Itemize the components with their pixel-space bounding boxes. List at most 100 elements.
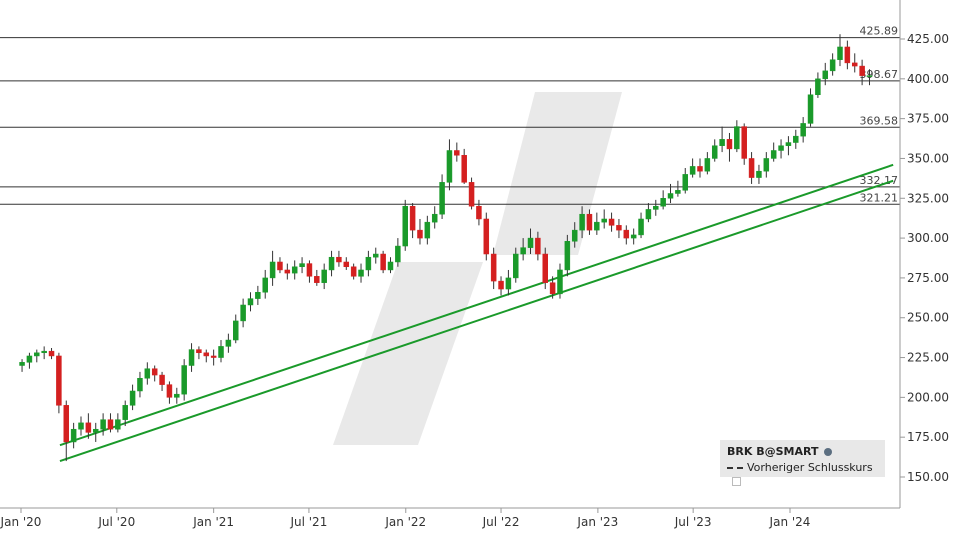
candle-down bbox=[608, 218, 615, 226]
candle-up bbox=[321, 269, 327, 283]
candle-down bbox=[490, 253, 497, 282]
y-tick-label: 150.00 bbox=[907, 470, 949, 484]
x-tick-label: Jan '22 bbox=[384, 515, 426, 529]
candle-up bbox=[571, 229, 578, 242]
candle-down bbox=[476, 205, 482, 220]
candle-down bbox=[461, 155, 467, 183]
x-tick-label: Jan '24 bbox=[769, 515, 811, 529]
x-axis: Jan '20 Jul '20 Jan '21 Jul '21 Jan '22 Jul '… bbox=[0, 508, 810, 529]
candle-up bbox=[19, 362, 25, 366]
candle-up bbox=[800, 123, 806, 137]
y-tick-label: 425.00 bbox=[907, 32, 949, 46]
candle-down bbox=[741, 126, 747, 159]
level-label: 321.21 bbox=[860, 191, 899, 204]
candle-up bbox=[247, 298, 254, 306]
candle-up bbox=[513, 253, 519, 279]
candle-up bbox=[122, 405, 128, 420]
candle-up bbox=[837, 46, 843, 60]
candle-down bbox=[586, 213, 593, 231]
y-tick-label: 275.00 bbox=[907, 271, 949, 285]
y-tick-label: 300.00 bbox=[907, 231, 949, 245]
checkbox-icon[interactable] bbox=[732, 476, 741, 486]
candle-up bbox=[92, 428, 99, 433]
candle-up bbox=[255, 291, 261, 299]
y-axis: 150.00 175.00 200.00 225.00 250.00 275.00 300.… bbox=[900, 32, 949, 484]
candle-down bbox=[483, 218, 490, 255]
candlesticks bbox=[19, 34, 873, 462]
candle-down bbox=[63, 405, 70, 443]
candle-up bbox=[660, 198, 666, 207]
candle-up bbox=[770, 150, 777, 159]
candle-up bbox=[291, 266, 298, 274]
candle-up bbox=[630, 234, 637, 239]
legend-item[interactable]: Vorheriger Schlusskurs bbox=[727, 461, 885, 487]
candle-down bbox=[380, 253, 386, 271]
x-tick-label: Jul '23 bbox=[674, 515, 712, 529]
candle-down bbox=[159, 374, 165, 385]
candle-up bbox=[594, 221, 600, 231]
legend-title: BRK B@SMART bbox=[727, 445, 819, 458]
candle-down bbox=[542, 253, 548, 283]
candle-up bbox=[653, 205, 659, 210]
candle-down bbox=[350, 266, 357, 277]
candle-down bbox=[844, 46, 851, 64]
candle-down bbox=[535, 237, 541, 255]
level-label: 332.17 bbox=[860, 174, 899, 187]
legend: BRK B@SMART Vorheriger Schlusskurs bbox=[720, 440, 885, 486]
trend-line bbox=[59, 179, 894, 463]
candle-up bbox=[822, 70, 829, 80]
candle-up bbox=[373, 253, 379, 258]
level-label: 369.58 bbox=[860, 114, 899, 127]
candle-down bbox=[726, 139, 733, 150]
candle-up bbox=[778, 145, 784, 151]
candle-up bbox=[763, 158, 770, 172]
candle-up bbox=[240, 304, 246, 322]
candle-up bbox=[26, 355, 33, 363]
info-circle-icon[interactable] bbox=[824, 448, 833, 456]
y-tick-label: 225.00 bbox=[907, 351, 949, 365]
candle-down bbox=[56, 355, 62, 406]
legend-item-label: Vorheriger Schlusskurs bbox=[747, 461, 873, 474]
candle-up bbox=[402, 205, 408, 247]
x-tick-label: Jan '23 bbox=[576, 515, 618, 529]
y-tick-label: 175.00 bbox=[907, 430, 949, 444]
legend-title-row: BRK B@SMART bbox=[727, 445, 833, 458]
candle-down bbox=[196, 349, 202, 354]
candle-up bbox=[557, 269, 563, 295]
candle-down bbox=[166, 384, 173, 398]
candle-up bbox=[667, 193, 674, 199]
candle-up bbox=[144, 368, 151, 379]
candle-up bbox=[70, 428, 77, 443]
candle-up bbox=[218, 346, 224, 358]
candle-up bbox=[137, 378, 143, 392]
candle-down bbox=[697, 166, 703, 172]
candle-up bbox=[100, 419, 106, 430]
candle-down bbox=[107, 419, 114, 430]
candle-up bbox=[446, 150, 453, 183]
candle-down bbox=[48, 350, 55, 357]
candle-up bbox=[520, 247, 526, 255]
candle-up bbox=[505, 277, 512, 290]
candle-up bbox=[262, 277, 268, 293]
candle-up bbox=[328, 256, 335, 271]
candle-down bbox=[409, 205, 416, 231]
candle-up bbox=[78, 422, 84, 430]
candle-up bbox=[866, 75, 873, 77]
x-tick-label: Jan '21 bbox=[192, 515, 234, 529]
candle-up bbox=[785, 142, 792, 146]
level-label: 398.67 bbox=[860, 68, 899, 81]
candle-up bbox=[115, 419, 121, 430]
candle-down bbox=[859, 65, 865, 76]
candle-down bbox=[417, 229, 423, 239]
candle-up bbox=[807, 94, 814, 124]
candle-up bbox=[174, 393, 180, 398]
candle-down bbox=[343, 261, 350, 268]
y-tick-label: 400.00 bbox=[907, 72, 949, 86]
x-tick-label: Jul '22 bbox=[482, 515, 520, 529]
candle-up bbox=[233, 320, 239, 341]
candle-up bbox=[793, 135, 799, 143]
candle-up bbox=[269, 261, 276, 279]
candle-up bbox=[601, 218, 607, 223]
candle-up bbox=[711, 145, 718, 159]
candle-up bbox=[682, 174, 689, 191]
